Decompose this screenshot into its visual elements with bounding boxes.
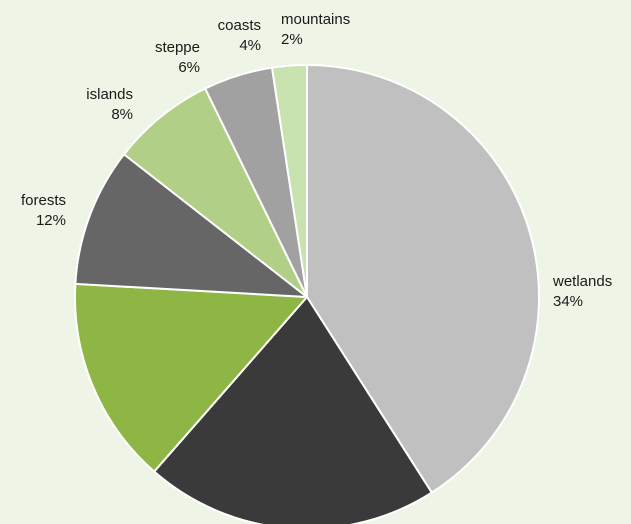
- slice-label-forests: forests: [21, 192, 66, 209]
- slice-value-label-forests: 12%: [36, 212, 66, 229]
- pie-slice-1: [153, 296, 433, 524]
- slice-value-label-steppe: 6%: [178, 59, 200, 76]
- slice-value-label-wetlands: 34%: [553, 293, 583, 310]
- pie-slice-steppe: [123, 87, 308, 298]
- pie-slice-mountains: [271, 63, 308, 298]
- slice-label-mountains: mountains: [281, 11, 350, 28]
- slice-label-islands: islands: [86, 86, 133, 103]
- slice-label-steppe: steppe: [155, 39, 200, 56]
- slice-label-coasts: coasts: [218, 17, 261, 34]
- pie-slice-wetlands: [306, 64, 540, 494]
- pie-slice-forests: [73, 282, 308, 473]
- slice-label-wetlands: wetlands: [552, 273, 612, 290]
- pie-slice-islands: [74, 153, 308, 298]
- slice-value-label-islands: 8%: [111, 106, 133, 123]
- slice-value-label-coasts: 4%: [239, 37, 261, 54]
- slice-value-label-mountains: 2%: [281, 31, 303, 48]
